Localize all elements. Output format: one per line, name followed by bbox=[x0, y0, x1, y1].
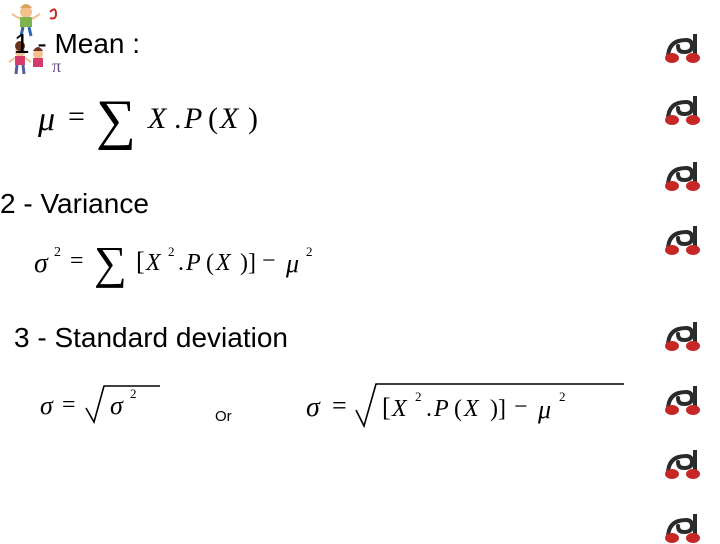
note-icon bbox=[662, 318, 708, 352]
svg-text:∑: ∑ bbox=[94, 237, 127, 288]
svg-text:X: X bbox=[391, 396, 408, 422]
svg-text:(: ( bbox=[208, 102, 218, 135]
svg-text:2: 2 bbox=[559, 389, 566, 404]
svg-text:[: [ bbox=[136, 247, 145, 276]
note-icon bbox=[662, 30, 708, 64]
note-icon bbox=[662, 222, 708, 256]
svg-text:X: X bbox=[215, 250, 232, 276]
svg-text:X: X bbox=[145, 250, 162, 276]
heading-stddev: 3 - Standard deviation bbox=[14, 322, 288, 354]
svg-text:): ) bbox=[248, 102, 258, 135]
svg-text:X: X bbox=[219, 102, 240, 135]
slide-content: π 1 - Mean : μ = ∑ X . P ( X ) 2 - Varia… bbox=[0, 0, 640, 540]
formula-mean: μ = ∑ X . P ( X ) bbox=[38, 86, 328, 159]
heading-mean: 1 - Mean : bbox=[14, 28, 140, 60]
svg-text:2: 2 bbox=[415, 389, 422, 404]
svg-text:σ: σ bbox=[110, 391, 124, 420]
svg-text:(: ( bbox=[454, 396, 462, 422]
svg-text:=: = bbox=[68, 100, 85, 133]
svg-text:μ: μ bbox=[285, 249, 299, 278]
svg-text:2: 2 bbox=[168, 244, 175, 259]
svg-text:−: − bbox=[514, 394, 528, 420]
svg-text:−: − bbox=[262, 248, 276, 274]
svg-text:P: P bbox=[185, 250, 201, 276]
svg-text:μ: μ bbox=[38, 101, 55, 138]
label-or: Or bbox=[215, 408, 232, 425]
formula-stddev-full: σ = [ X 2 . P ( X )] − μ 2 bbox=[306, 372, 636, 441]
svg-text:2: 2 bbox=[306, 244, 313, 259]
svg-text:σ: σ bbox=[306, 392, 321, 423]
svg-text:=: = bbox=[62, 392, 76, 418]
svg-text:=: = bbox=[70, 248, 84, 274]
svg-text:P: P bbox=[183, 102, 202, 135]
svg-text:2: 2 bbox=[130, 386, 137, 401]
svg-text:)]: )] bbox=[490, 396, 506, 422]
note-icon bbox=[662, 446, 708, 480]
note-icon bbox=[662, 382, 708, 416]
note-icon bbox=[662, 510, 708, 544]
note-icon bbox=[662, 92, 708, 126]
svg-text:.: . bbox=[174, 102, 182, 135]
svg-text:X: X bbox=[147, 102, 168, 135]
svg-text:.: . bbox=[178, 250, 184, 276]
svg-text:μ: μ bbox=[537, 395, 551, 424]
svg-text:σ: σ bbox=[34, 248, 49, 279]
svg-text:σ: σ bbox=[40, 391, 54, 420]
formula-stddev-short: σ = σ 2 bbox=[40, 372, 200, 437]
svg-text:[: [ bbox=[382, 393, 391, 422]
svg-text:2: 2 bbox=[54, 245, 61, 260]
svg-text:X: X bbox=[463, 396, 480, 422]
svg-text:.: . bbox=[426, 396, 432, 422]
svg-text:∑: ∑ bbox=[96, 89, 136, 151]
svg-text:(: ( bbox=[206, 250, 214, 276]
svg-text:P: P bbox=[433, 396, 449, 422]
svg-text:=: = bbox=[332, 391, 347, 420]
note-icon bbox=[662, 158, 708, 192]
svg-text:)]: )] bbox=[240, 250, 256, 276]
formula-variance: σ 2 = ∑ [ X 2 . P ( X )] − μ 2 bbox=[34, 230, 394, 297]
heading-variance: 2 - Variance bbox=[0, 188, 149, 220]
